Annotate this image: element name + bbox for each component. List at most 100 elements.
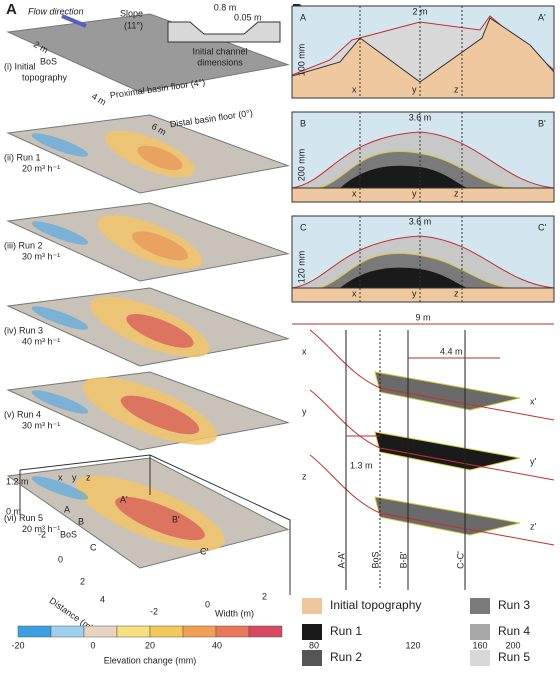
colorbar-segment — [182, 625, 217, 638]
tick-label: 0 — [58, 554, 63, 564]
erosion — [31, 221, 89, 245]
legend-swatch — [470, 598, 490, 614]
label: x — [352, 188, 357, 198]
profile-line — [309, 329, 555, 421]
flow-label: Flow direction — [28, 6, 84, 16]
run-fill — [340, 267, 470, 288]
erosion — [31, 476, 89, 500]
label: y — [412, 84, 417, 94]
label: BoS — [40, 56, 57, 66]
run-fill — [340, 165, 470, 188]
label: A' — [538, 12, 546, 22]
legend-label: Run 5 — [498, 650, 530, 664]
box-frame — [19, 454, 291, 595]
erosion — [31, 133, 89, 157]
label: y — [302, 406, 307, 416]
run-sub: topography — [22, 72, 68, 82]
label: B' — [538, 118, 546, 128]
legend-label: Run 4 — [498, 624, 530, 638]
label: y — [72, 472, 77, 482]
tick-label: 4 — [100, 594, 105, 604]
legend-swatch — [470, 624, 490, 640]
profile-fill — [374, 371, 521, 411]
label: z — [302, 471, 307, 481]
legend-label: Run 2 — [330, 650, 362, 664]
legend-swatch — [302, 624, 322, 640]
label: z' — [530, 521, 537, 531]
initial-topography — [291, 287, 555, 303]
run-sub: 20 m³ h⁻¹ — [22, 163, 60, 173]
label: 2 m — [412, 6, 427, 16]
colorbar-segment — [17, 625, 52, 638]
label: 4 m — [90, 91, 108, 107]
colorbar-tick: 0 — [90, 640, 95, 650]
label: (11°) — [124, 20, 143, 30]
tick-label: -2 — [38, 529, 46, 539]
colorbar-segment — [116, 625, 151, 638]
label: 4.4 m — [440, 346, 463, 356]
label: 0 m — [6, 506, 21, 516]
label: B-B' — [398, 551, 408, 568]
colorbar-tick: 200 — [505, 640, 520, 650]
label: x' — [530, 396, 537, 406]
run-sub: 40 m³ h⁻¹ — [22, 336, 60, 346]
tick-label: 0 — [205, 599, 210, 609]
label: A — [64, 504, 70, 514]
label: Distal basin floor (0°) — [169, 108, 253, 130]
run-label: (ii) Run 1 — [4, 152, 41, 162]
profile-fill — [374, 496, 521, 536]
colorbar-segment — [248, 625, 283, 638]
label: 200 mm — [296, 149, 306, 182]
run-label: (vi) Run 5 — [4, 513, 43, 523]
channel-shape — [167, 21, 281, 43]
label: 3.6 m — [409, 216, 432, 226]
colorbar-tick: 20 — [145, 640, 155, 650]
label: BoS — [60, 529, 77, 539]
label: C-C' — [455, 551, 465, 569]
label: dimensions — [197, 57, 243, 67]
legend-label: Initial topography — [330, 598, 421, 612]
label: x — [302, 346, 307, 356]
tick-label: -2 — [150, 606, 158, 616]
tick-label: 2 — [80, 576, 85, 586]
label: Width (m) — [215, 608, 254, 618]
label: A — [300, 12, 306, 22]
label: A-A' — [336, 551, 346, 568]
topography-layer — [6, 13, 290, 93]
label: Slope — [120, 8, 143, 18]
deposit-inner — [120, 395, 200, 435]
profile-line — [309, 389, 555, 481]
deposit-inner — [131, 231, 189, 261]
colorbar-segment — [149, 625, 184, 638]
legend-swatch — [470, 650, 490, 666]
deposit-inner — [137, 145, 183, 171]
run-sub: 20 m³ h⁻¹ — [22, 524, 60, 534]
deposit-inner — [115, 496, 205, 541]
label: z — [454, 188, 459, 198]
initial-topography — [291, 17, 555, 99]
label: y — [412, 188, 417, 198]
label: BoS — [370, 551, 380, 568]
label: z — [454, 84, 459, 94]
colorbar-segment — [83, 625, 118, 638]
label: C' — [200, 546, 208, 556]
label: 1.3 m — [350, 460, 373, 470]
label: Initial channel — [192, 46, 247, 56]
tick-label: 2 — [262, 591, 267, 601]
panel-label: A — [6, 1, 17, 18]
colorbar-tick: -20 — [11, 640, 24, 650]
run-label: (iv) Run 3 — [4, 325, 43, 335]
label: y' — [530, 456, 537, 466]
colorbar-tick: 160 — [472, 640, 487, 650]
label: z — [86, 472, 91, 482]
label: 120 mm — [296, 251, 306, 284]
colorbar-segment — [50, 625, 85, 638]
profile-line — [309, 454, 555, 546]
label: 0.05 m — [234, 12, 262, 22]
label: C' — [538, 222, 546, 232]
label: Elevation change (mm) — [104, 655, 197, 665]
legend-swatch — [302, 598, 322, 614]
run-sub: 30 m³ h⁻¹ — [22, 420, 60, 430]
label: 0.8 m — [214, 2, 237, 12]
